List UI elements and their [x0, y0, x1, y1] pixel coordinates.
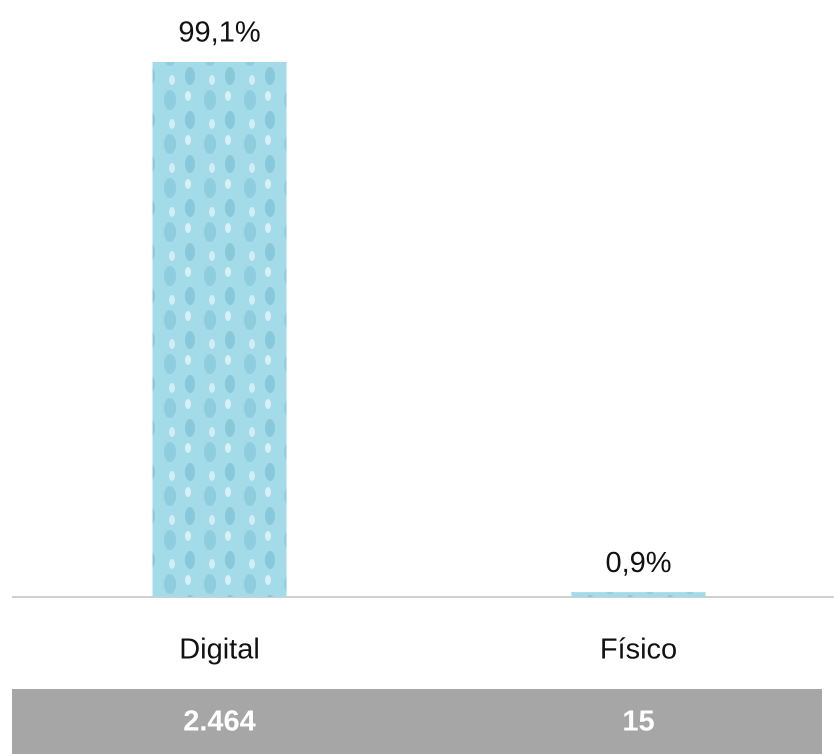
- bar-texture: [152, 62, 287, 597]
- x-tick-label: Físico: [600, 634, 677, 666]
- x-tick-label: Digital: [179, 634, 260, 666]
- data-table-cell: 2.464: [183, 706, 256, 738]
- data-label: 0,9%: [605, 547, 671, 579]
- data-table-row: [12, 689, 822, 754]
- data-table-cell: 15: [622, 706, 654, 738]
- bar-texture: [571, 592, 706, 597]
- data-label: 99,1%: [178, 17, 260, 49]
